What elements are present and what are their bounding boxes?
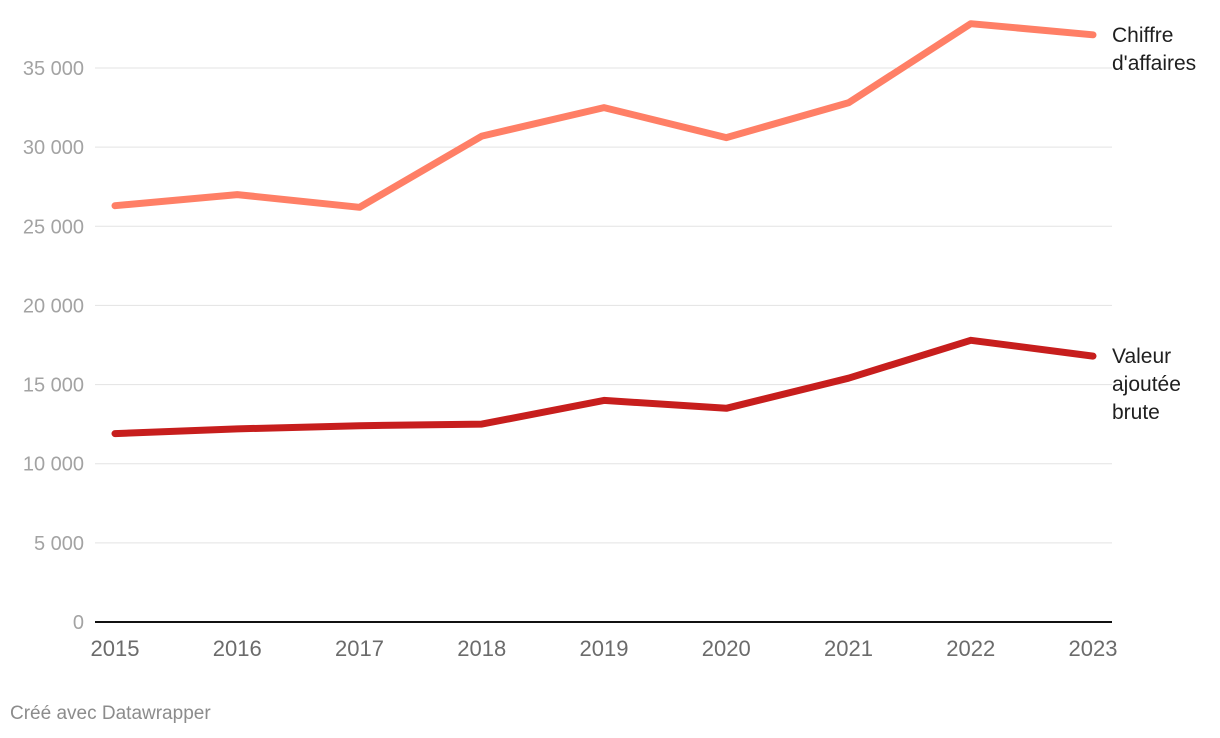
series-label-0: Chiffre d'affaires <box>1112 24 1196 75</box>
y-tick-label: 0 <box>73 612 84 634</box>
y-tick-label: 15 000 <box>23 375 84 397</box>
x-tick-label: 2020 <box>702 636 751 661</box>
series-lines <box>111 20 1097 438</box>
y-tick-label: 5 000 <box>34 533 84 555</box>
series-label-line: ajoutée <box>1112 373 1181 396</box>
y-tick-label: 20 000 <box>23 295 84 317</box>
y-tick-label: 30 000 <box>23 137 84 159</box>
series-label-line: d'affaires <box>1112 52 1196 75</box>
series-label-line: brute <box>1112 401 1160 424</box>
series-label-line: Valeur <box>1112 345 1171 368</box>
y-tick-label: 35 000 <box>23 58 84 80</box>
x-tick-label: 2016 <box>213 636 262 661</box>
grid-lines <box>95 67 1112 544</box>
series-labels: Chiffre d'affaires Valeur ajoutée brute <box>1112 24 1196 424</box>
x-tick-label: 2019 <box>580 636 629 661</box>
x-tick-label: 2018 <box>457 636 506 661</box>
credit-text: Créé avec Datawrapper <box>10 703 211 724</box>
series-line-1 <box>111 336 1097 438</box>
y-axis-ticks: 0 5 000 10 000 15 000 20 000 25 000 30 000 35 0… <box>23 58 84 634</box>
x-tick-label: 2021 <box>824 636 873 661</box>
series-label-line: Chiffre <box>1112 24 1173 47</box>
x-tick-label: 2023 <box>1069 636 1118 661</box>
y-tick-label: 10 000 <box>23 454 84 476</box>
x-tick-label: 2022 <box>946 636 995 661</box>
series-label-1: Valeur ajoutée brute <box>1112 345 1181 424</box>
y-tick-label: 25 000 <box>23 216 84 238</box>
x-axis-ticks: 2015 2016 2017 2018 2019 2020 2021 2022 2023 <box>91 636 1118 661</box>
x-tick-label: 2017 <box>335 636 384 661</box>
x-tick-label: 2015 <box>91 636 140 661</box>
series-line-0 <box>111 20 1097 211</box>
